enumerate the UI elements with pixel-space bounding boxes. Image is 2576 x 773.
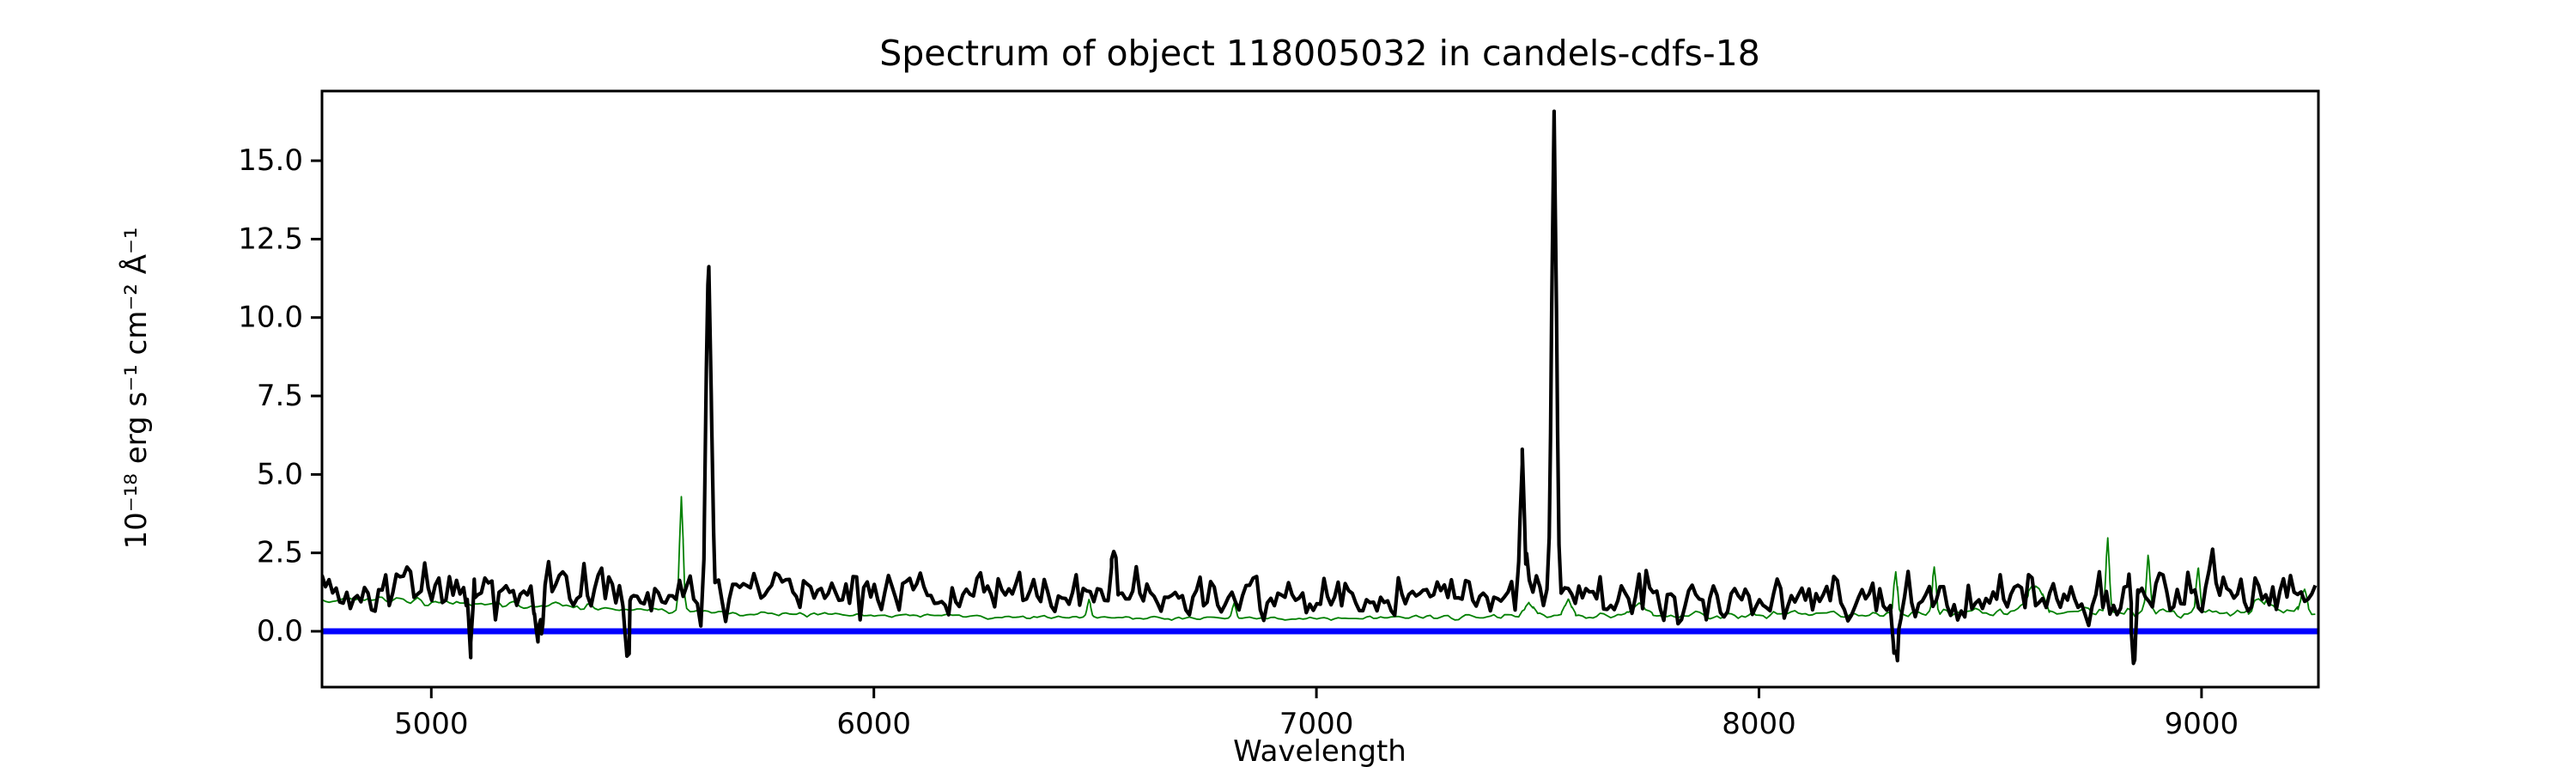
chart-title: Spectrum of object 118005032 in candels-… [879,33,1760,74]
x-tick-label-6000: 6000 [836,707,911,741]
x-tick-label-7000: 7000 [1279,707,1354,741]
noise-estimate-line [322,496,2316,621]
y-tick-label-10: 10.0 [238,301,303,335]
observed-flux-line [322,109,2318,666]
y-tick-label-15: 15.0 [238,143,303,178]
x-tick-label-9000: 9000 [2165,707,2239,741]
y-tick-label-2.5: 2.5 [257,536,303,570]
plot-spines [320,89,2320,689]
y-tick-label-12.5: 12.5 [238,222,303,256]
x-axis-label: Wavelength [1233,734,1406,769]
x-tick-label-8000: 8000 [1722,707,1796,741]
y-tick-label-5: 5.0 [257,457,303,491]
y-tick-label-7.5: 7.5 [257,379,303,413]
y-tick-label-0: 0.0 [257,614,303,648]
x-tick-label-5000: 5000 [394,707,469,741]
axes-area: 5000 6000 7000 8000 9000 0.0 2.5 5.0 7.5 10.0 12.5… [238,89,2320,741]
y-axis-label: 10⁻¹⁸ erg s⁻¹ cm⁻² Å⁻¹ [118,227,154,549]
